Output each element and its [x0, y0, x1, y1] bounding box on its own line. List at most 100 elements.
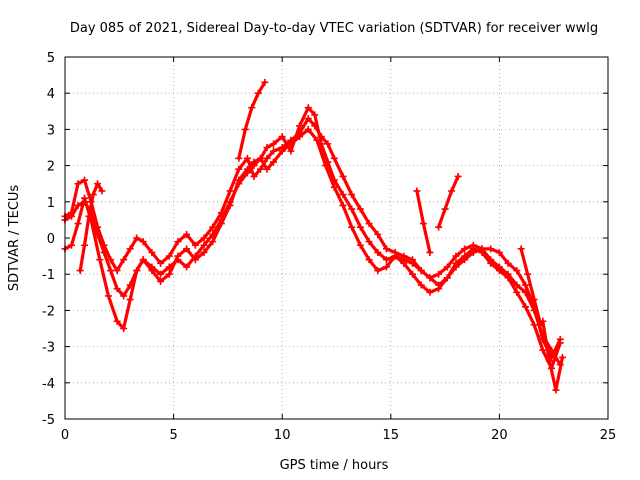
data-point-marker [311, 122, 319, 130]
data-point-marker [558, 353, 566, 361]
data-point-marker [183, 263, 191, 271]
data-point-marker [530, 296, 538, 304]
data-point-marker [183, 245, 191, 253]
data-point-marker [435, 223, 443, 231]
data-point-marker [419, 220, 427, 228]
data-point-marker [400, 259, 408, 267]
y-tick-label: -4 [42, 377, 55, 392]
series-burst-a [76, 180, 106, 275]
data-point-marker [469, 241, 477, 249]
data-point-marker [270, 147, 278, 155]
x-tick-label: 10 [274, 428, 291, 443]
data-point-marker [256, 154, 264, 162]
data-point-marker [81, 241, 89, 249]
data-point-marker [330, 154, 338, 162]
data-point-marker [539, 346, 547, 354]
data-point-marker [339, 191, 347, 199]
data-point-marker [409, 270, 417, 278]
data-point-marker [139, 256, 147, 264]
data-point-marker [417, 281, 425, 289]
data-point-marker [365, 220, 373, 228]
data-point-marker [552, 386, 560, 394]
data-point-marker [235, 154, 243, 162]
data-point-marker [356, 241, 364, 249]
data-point-marker [209, 230, 217, 238]
data-point-marker [107, 256, 115, 264]
data-point-marker [113, 285, 121, 293]
series-line [437, 174, 460, 229]
y-tick-label: 4 [47, 87, 55, 102]
data-point-marker [217, 216, 225, 224]
data-point-marker [382, 256, 390, 264]
data-point-marker [382, 245, 390, 253]
data-point-marker [133, 234, 141, 242]
data-point-marker [254, 89, 262, 97]
y-axis-label: SDTVAR / TECUs [7, 185, 22, 292]
data-point-marker [126, 245, 134, 253]
data-point-marker [487, 245, 495, 253]
data-point-marker [76, 267, 84, 275]
data-point-marker [200, 241, 208, 249]
data-point-marker [426, 274, 434, 282]
data-point-marker [339, 201, 347, 209]
data-point-marker [261, 78, 269, 86]
data-point-marker [263, 144, 271, 151]
data-point-marker [330, 183, 338, 191]
y-tick-label: 3 [47, 123, 55, 138]
data-point-marker [74, 220, 82, 228]
series-line [519, 247, 543, 327]
data-point-marker [157, 270, 165, 278]
data-point-marker [317, 133, 325, 141]
data-point-marker [126, 296, 134, 304]
data-point-marker [545, 357, 553, 365]
data-point-marker [452, 259, 460, 267]
data-point-marker [81, 198, 89, 206]
data-point-marker [556, 339, 564, 347]
data-point-marker [85, 212, 93, 220]
data-point-marker [530, 321, 538, 329]
data-point-marker [94, 223, 102, 231]
data-point-marker [263, 154, 271, 162]
data-point-marker [441, 205, 449, 213]
data-point-marker [296, 122, 304, 130]
data-point-marker [452, 252, 460, 260]
data-point-marker [287, 136, 295, 144]
series-burst-b [235, 78, 269, 162]
data-point-marker [426, 248, 434, 256]
data-point-marker [374, 267, 382, 275]
data-point-marker [165, 263, 173, 271]
data-point-marker [287, 147, 295, 155]
data-point-marker [270, 140, 278, 148]
data-point-marker [448, 187, 456, 195]
data-point-marker [191, 252, 199, 260]
y-tick-label: 5 [47, 51, 55, 66]
data-point-marker [478, 245, 486, 253]
data-point-marker [304, 115, 312, 123]
data-series [61, 78, 566, 394]
data-point-marker [250, 172, 258, 180]
data-point-marker [209, 238, 217, 246]
data-point-marker [348, 205, 356, 213]
series-burst-f [539, 317, 566, 394]
x-axis-label: GPS time / hours [280, 458, 389, 473]
data-point-marker [365, 238, 373, 246]
data-point-marker [356, 205, 364, 213]
chart-title: Day 085 of 2021, Sidereal Day-to-day VTE… [70, 21, 598, 36]
data-point-marker [200, 248, 208, 256]
data-point-marker [339, 172, 347, 180]
data-point-marker [495, 263, 503, 271]
x-tick-label: 20 [491, 428, 508, 443]
data-point-marker [524, 270, 532, 278]
data-point-marker [435, 270, 443, 278]
data-point-marker [157, 259, 165, 267]
data-point-marker [94, 180, 102, 188]
data-point-marker [248, 104, 256, 112]
data-point-marker [191, 241, 199, 249]
data-point-marker [74, 201, 82, 209]
data-point-marker [324, 140, 332, 148]
data-point-marker [521, 303, 529, 311]
data-point-marker [74, 180, 82, 188]
x-tick-label: 15 [383, 428, 400, 443]
data-point-marker [235, 165, 243, 173]
data-point-marker [174, 238, 182, 246]
